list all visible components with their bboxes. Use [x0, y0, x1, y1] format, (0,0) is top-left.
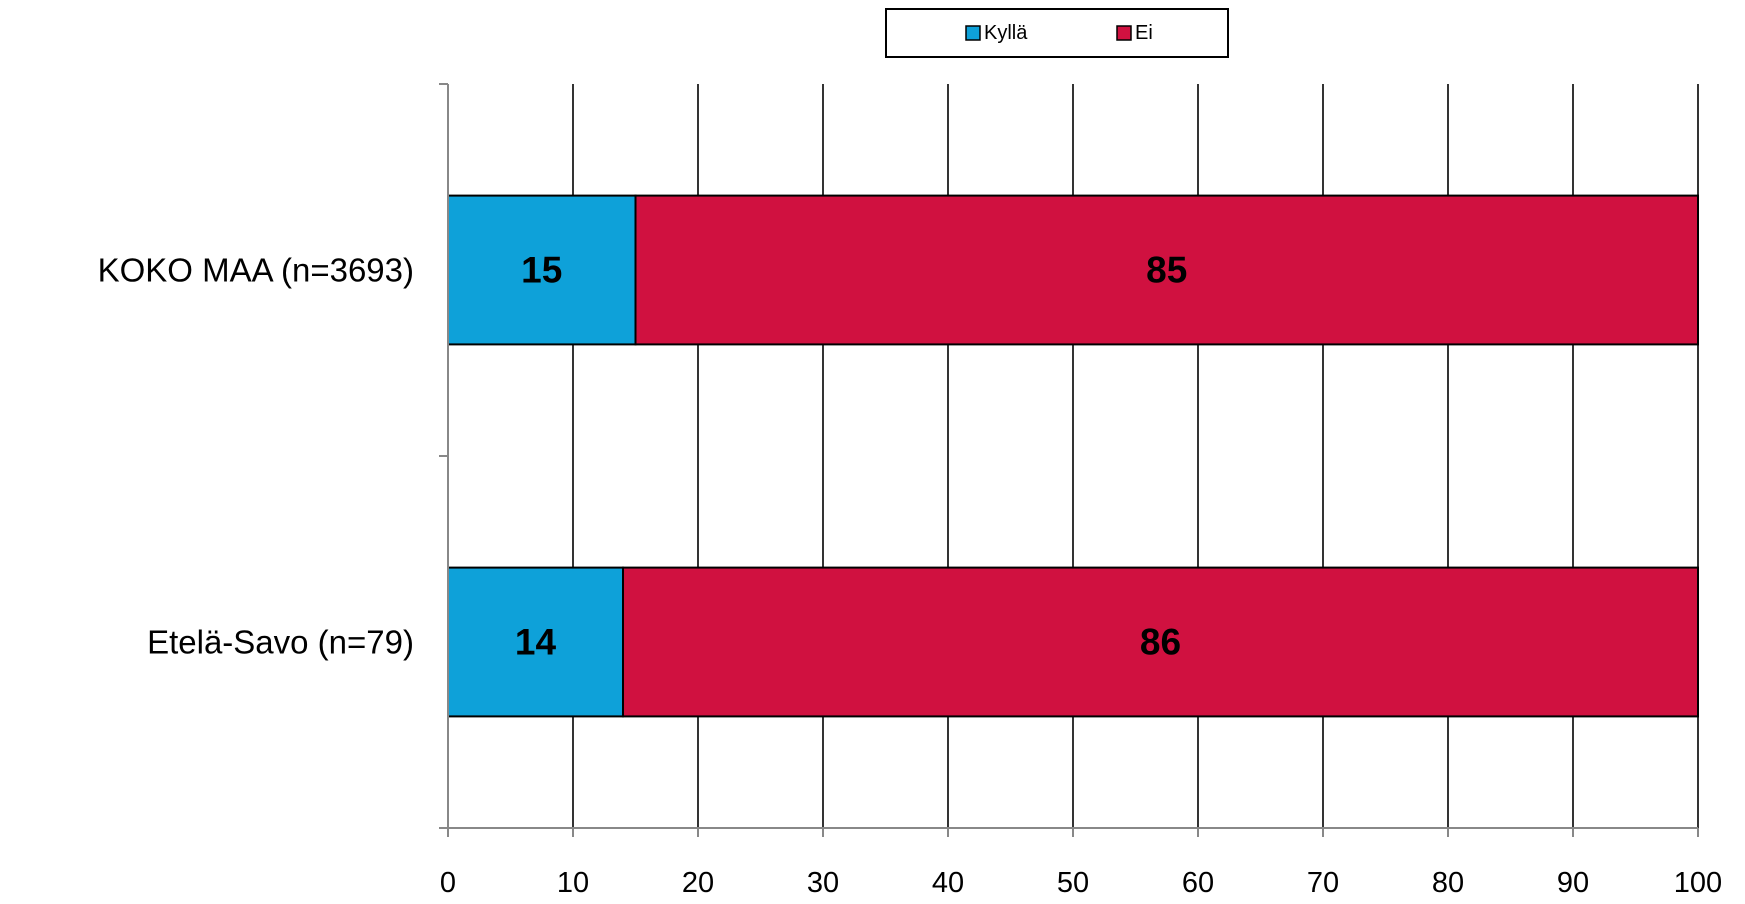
- legend-swatch-ei: [1116, 25, 1132, 41]
- x-tick-label-90: 90: [1557, 867, 1589, 899]
- legend-box: [885, 8, 1229, 58]
- x-tick-label-70: 70: [1307, 867, 1339, 899]
- data-label-kyll-koko-maa-n-3693: 15: [521, 250, 562, 291]
- x-tick-label-50: 50: [1057, 867, 1089, 899]
- x-tick-label-60: 60: [1182, 867, 1214, 899]
- x-tick-label-100: 100: [1674, 867, 1722, 899]
- bar-ei-etel-savo-n-79: [622, 566, 1699, 718]
- data-label-ei-koko-maa-n-3693: 85: [1146, 250, 1187, 291]
- legend-swatch-kyll: [965, 25, 981, 41]
- x-tick-label-40: 40: [932, 867, 964, 899]
- category-label-koko-maa-n-3693: KOKO MAA (n=3693): [98, 252, 414, 289]
- data-label-ei-etel-savo-n-79: 86: [1140, 622, 1181, 663]
- labels: 15 85 KOKO MAA (n=3693) 14 86 Etelä-Savo (n=7…: [98, 250, 1723, 900]
- bars: [447, 194, 1699, 718]
- x-tick-label-20: 20: [682, 867, 714, 899]
- x-tick-label-80: 80: [1432, 867, 1464, 899]
- category-label-etel-savo-n-79: Etelä-Savo (n=79): [147, 624, 414, 661]
- legend: Kyllä Ei: [885, 8, 1229, 58]
- x-tick-label-10: 10: [557, 867, 589, 899]
- x-tick-label-30: 30: [807, 867, 839, 899]
- legend-label-kyll: Kyllä: [984, 22, 1028, 44]
- bar-ei-koko-maa-n-3693: [634, 194, 1699, 346]
- axes: [439, 83, 1699, 837]
- legend-label-ei: Ei: [1135, 22, 1153, 44]
- data-label-kyll-etel-savo-n-79: 14: [515, 622, 557, 663]
- x-tick-label-0: 0: [440, 867, 456, 899]
